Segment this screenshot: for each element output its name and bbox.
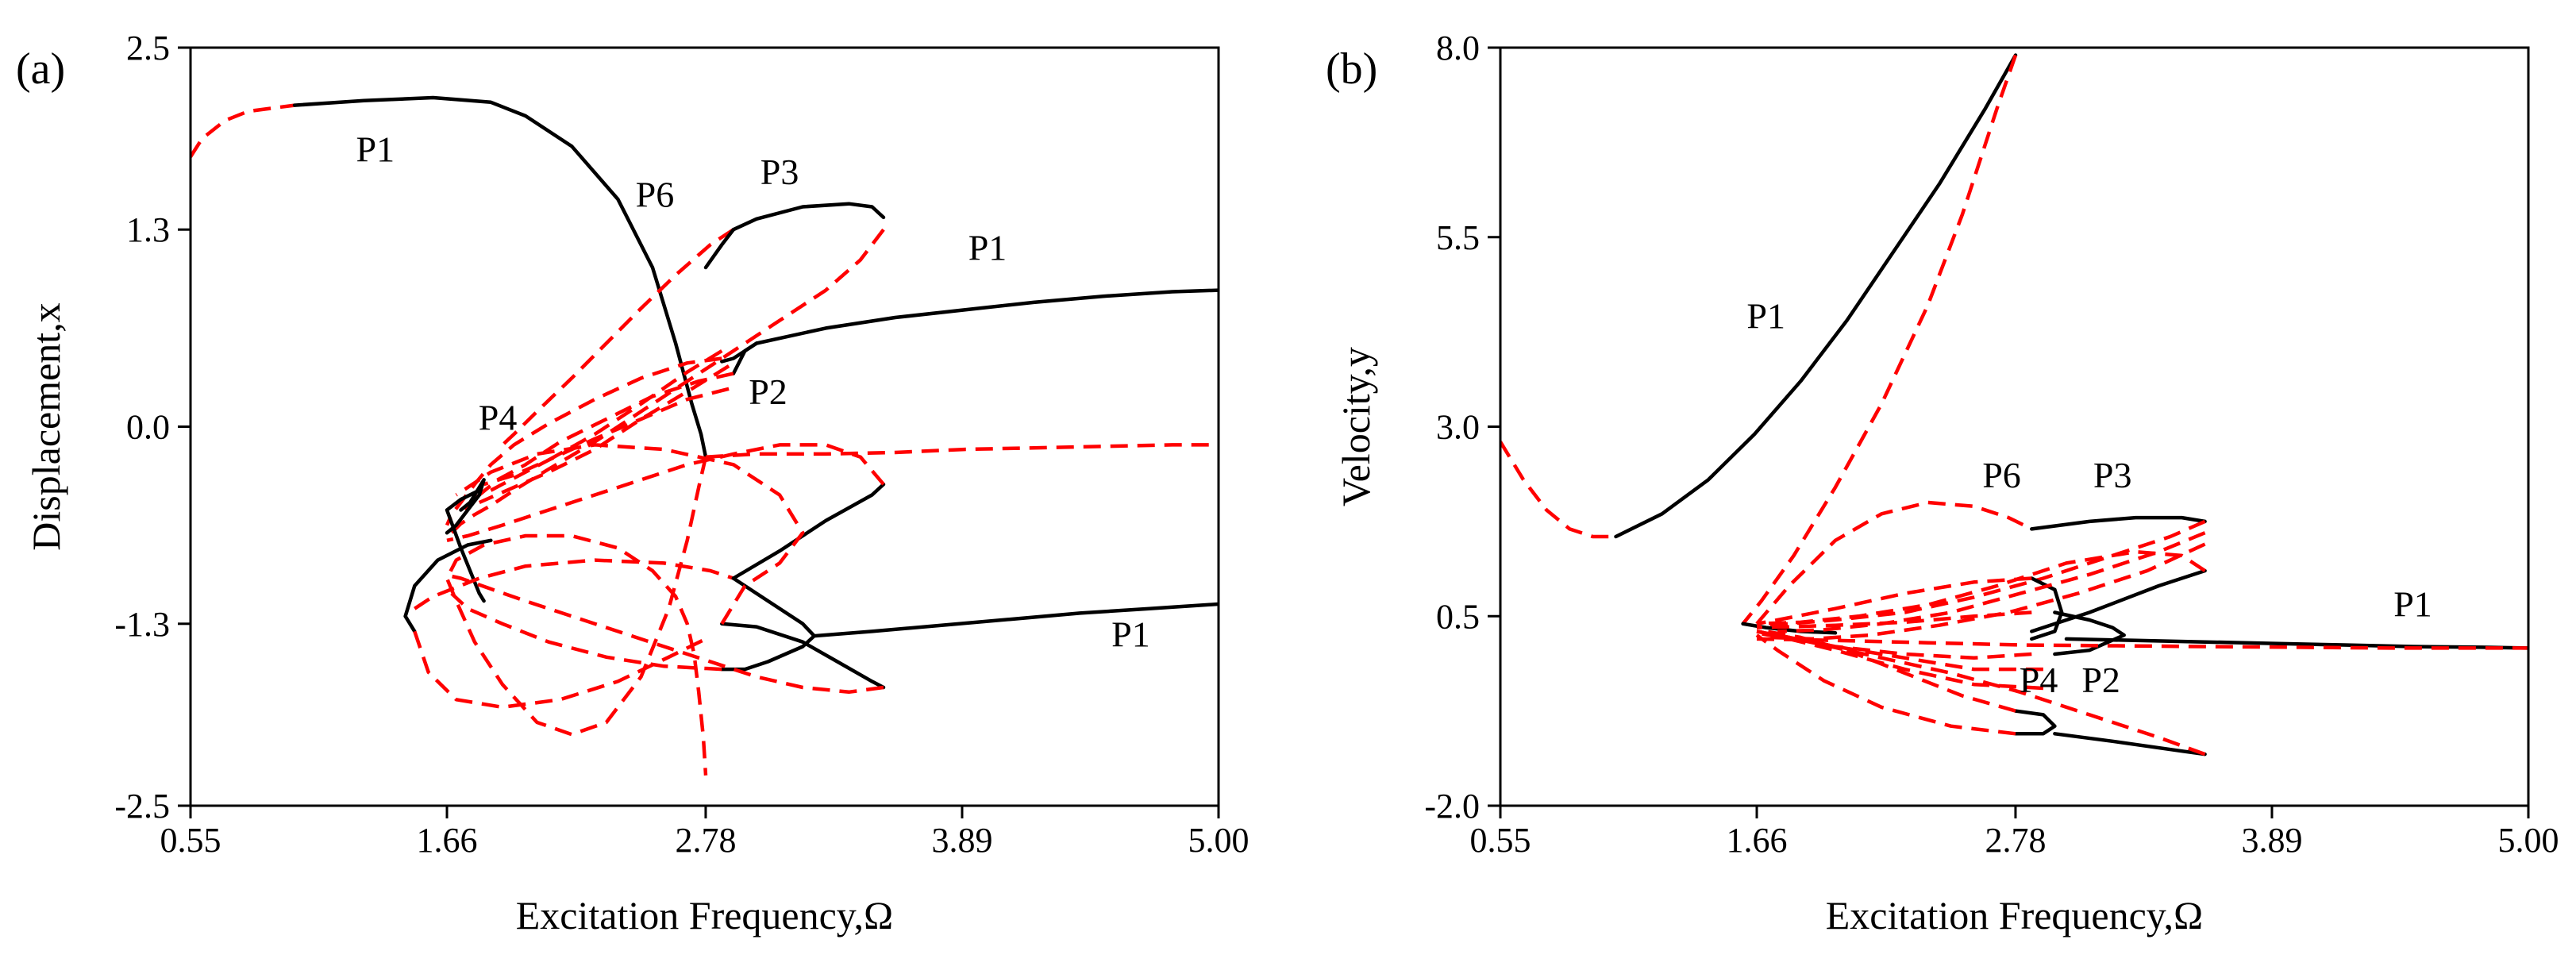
stable-branch-3 [731,202,886,232]
branch-label: P1 [1746,295,1785,336]
unstable-branch-13 [1756,637,2528,650]
x-tick-label: 2.78 [1985,821,2046,860]
branch-label: P4 [479,397,518,437]
x-tick-label: 0.55 [1470,821,1531,860]
unstable-branch-27 [705,443,1219,459]
stable-branch-17 [403,538,493,633]
x-tick-label: 2.78 [675,821,736,860]
stable-branch-6 [703,227,736,270]
branch-label: P2 [749,372,787,412]
stable-branch-1 [1614,53,2018,539]
branch-label: P6 [1982,455,2021,495]
unstable-branch-23 [450,591,722,672]
unstable-branch-18 [413,630,707,710]
x-axis-title: Excitation Frequency,Ω [1826,893,2203,937]
y-tick-label: 3.0 [1436,408,1480,447]
x-tick-label: 5.00 [1188,821,1249,860]
y-tick-label: -2.0 [1424,787,1480,826]
branch-label: P1 [968,227,1007,268]
branch-label: P1 [1111,614,1150,654]
stable-branch-20 [731,482,886,580]
branch-label: P3 [2093,455,2132,495]
x-tick-label: 3.89 [931,821,992,860]
y-tick-label: 1.3 [126,210,170,249]
unstable-branch-10 [1756,576,2032,626]
x-tick-label: 3.89 [2241,821,2302,860]
stable-branch-5 [2030,515,2207,531]
branch-label: P4 [2020,660,2058,700]
y-tick-label: 8.0 [1436,29,1480,67]
unstable-branch-22 [1756,610,2032,629]
unstable-branch-25 [446,573,884,695]
y-tick-label: 2.5 [126,29,170,67]
curves [1500,53,2528,756]
branch-label: P1 [356,129,395,169]
y-tick-label: 0.5 [1436,597,1480,636]
stable-branch-7 [754,288,1219,345]
stable-branch-15 [445,478,486,535]
y-tick-label: -2.5 [114,787,170,826]
unstable-branch-17 [1756,629,2206,756]
stable-branch-16 [445,488,486,603]
stable-branch-15 [2013,709,2057,736]
unstable-branch-0 [1500,441,1616,539]
unstable-branch-18 [1755,633,2016,736]
stable-branch-9 [720,341,759,364]
unstable-branch-4 [450,228,885,534]
stable-branch-11 [2053,610,2126,656]
stable-branch-16 [2053,732,2207,756]
unstable-branch-24 [1770,542,2206,641]
x-tick-label: 1.66 [1727,821,1788,860]
branch-label: P3 [760,152,799,192]
curves [191,95,1219,776]
x-tick-label: 5.00 [2498,821,2559,860]
x-tick-label: 0.55 [160,821,221,860]
unstable-branch-19 [414,558,734,610]
stable-branch-24 [720,622,886,690]
branch-label: P1 [2393,583,2432,624]
unstable-branch-4 [1755,500,2033,626]
unstable-branch-10 [445,356,722,526]
unstable-branch-21 [1756,629,2043,672]
panel-label: (a) [16,44,65,94]
stable-branch-22 [720,576,816,672]
unstable-branch-28 [455,443,805,625]
y-tick-label: 5.5 [1436,218,1480,257]
unstable-branch-0 [191,103,295,158]
panel-a: 0.55 1.66 2.78 3.89 5.00 2.5 1.3 0.0 -1.3 -2.5 Exc… [16,29,1249,937]
unstable-branch-6 [1756,519,2206,627]
unstable-branch-8 [1756,549,2206,626]
branch-label: P6 [636,175,675,215]
stable-branch-7 [2030,568,2207,633]
unstable-branch-21 [446,443,885,542]
unstable-branch-11 [464,372,734,512]
stable-branch-26 [812,602,1219,638]
y-axis-title: Displacement,x [24,302,68,550]
unstable-branch-5 [496,228,735,451]
unstable-branch-20 [1756,631,2044,691]
unstable-branch-23 [1777,531,2206,633]
y-tick-label: 0.0 [126,408,170,447]
branch-label: P2 [2081,660,2120,700]
plot-frame [189,46,1220,807]
unstable-branch-2 [1741,54,2018,626]
y-axis-title: Velocity,y [1334,347,1378,506]
unstable-branch-12 [490,387,730,492]
panel-b: 0.55 1.66 2.78 3.89 5.00 8.0 5.5 3.0 0.5 -2.0 Exci… [1326,29,2559,937]
stable-branch-1 [292,95,708,459]
panel-label: (b) [1326,44,1377,94]
x-axis-title: Excitation Frequency,Ω [516,893,893,937]
unstable-branch-14 [478,364,730,505]
y-tick-label: -1.3 [114,605,170,644]
x-tick-label: 1.66 [417,821,478,860]
unstable-branch-13 [483,349,723,487]
unstable-branch-2 [445,456,708,776]
